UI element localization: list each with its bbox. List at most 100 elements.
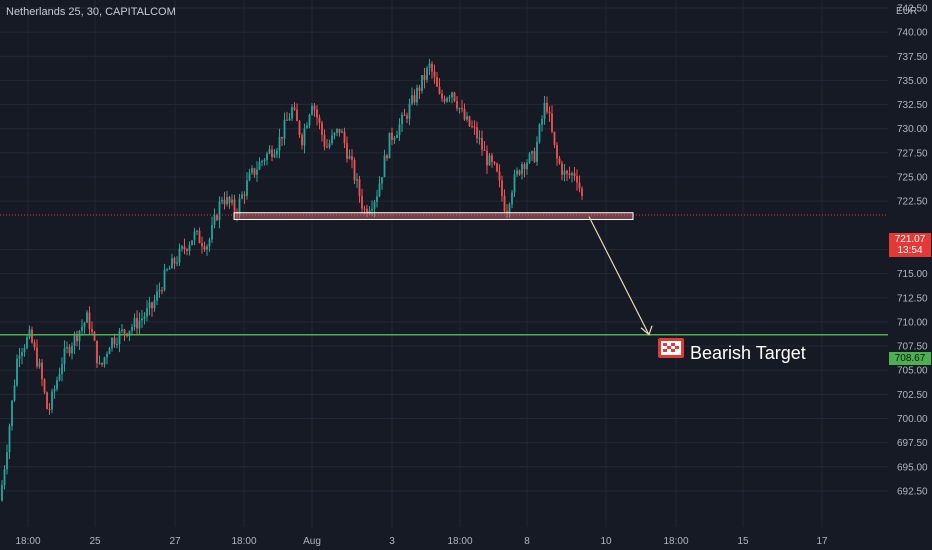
candle-body bbox=[113, 337, 116, 345]
y-tick-label: 735.00 bbox=[897, 76, 928, 87]
candle-body bbox=[568, 173, 571, 176]
resistance-zone bbox=[233, 212, 634, 221]
candle-body bbox=[378, 183, 381, 197]
candle-body bbox=[448, 97, 451, 99]
candle-body bbox=[571, 173, 573, 176]
candle-body bbox=[498, 171, 501, 181]
flag-icon-check bbox=[663, 343, 679, 352]
candle-body bbox=[173, 258, 176, 264]
candle-body bbox=[6, 452, 8, 470]
candle-body bbox=[181, 246, 183, 249]
candle-body bbox=[3, 469, 6, 486]
candle-body bbox=[318, 117, 321, 123]
candle-body bbox=[308, 114, 311, 126]
candle-body bbox=[103, 357, 106, 365]
candle-body bbox=[281, 136, 283, 139]
candle-body bbox=[123, 329, 126, 334]
candle-body bbox=[221, 199, 223, 202]
candle-body bbox=[248, 172, 251, 181]
candle-body bbox=[581, 188, 583, 196]
candle-body bbox=[576, 176, 578, 183]
candle-body bbox=[36, 347, 38, 367]
x-tick-label: 10 bbox=[600, 536, 612, 547]
candle-body bbox=[358, 179, 361, 196]
candle-body bbox=[353, 160, 356, 181]
candle-body bbox=[513, 174, 516, 193]
candle-body bbox=[141, 318, 143, 321]
candle-body bbox=[176, 262, 178, 264]
candle-body bbox=[496, 163, 498, 172]
candle-body bbox=[223, 199, 226, 205]
candle-body bbox=[201, 243, 203, 247]
candle-body bbox=[411, 95, 413, 104]
candle-body bbox=[413, 95, 416, 103]
overlays bbox=[0, 212, 888, 358]
candle-body bbox=[211, 224, 213, 240]
candle-body bbox=[268, 149, 271, 154]
symbol-legend[interactable]: Netherlands 25, 30, CAPITALCOM bbox=[6, 6, 176, 18]
candle-body bbox=[188, 245, 191, 252]
candle-body bbox=[138, 320, 141, 329]
candle-body bbox=[191, 240, 193, 246]
candle-body bbox=[88, 312, 91, 330]
candle-body bbox=[168, 268, 171, 270]
y-tick-label: 700.00 bbox=[897, 414, 928, 425]
candle-body bbox=[76, 333, 78, 342]
candle-body bbox=[166, 269, 168, 271]
y-tick-label: 695.00 bbox=[897, 462, 928, 473]
candle-body bbox=[433, 71, 436, 78]
currency-label: EUR bbox=[896, 6, 917, 17]
candle-body bbox=[11, 400, 13, 427]
candle-body bbox=[461, 108, 463, 110]
projection-arrow bbox=[588, 216, 650, 336]
candle-body bbox=[108, 348, 111, 355]
candle-body bbox=[303, 128, 306, 146]
candle-body bbox=[178, 248, 181, 263]
x-tick-label: 3 bbox=[389, 536, 395, 547]
candle-body bbox=[446, 98, 448, 102]
candle-body bbox=[161, 290, 163, 292]
candle-body bbox=[416, 87, 418, 103]
candle-body bbox=[53, 389, 56, 392]
current-price-value: 721.07 bbox=[894, 234, 926, 245]
candle-body bbox=[443, 98, 446, 102]
candle-body bbox=[213, 215, 216, 225]
candle-body bbox=[28, 329, 31, 338]
candle-body bbox=[561, 163, 563, 175]
candle-body bbox=[451, 92, 453, 98]
candle-body bbox=[246, 180, 248, 196]
y-tick-label: 705.00 bbox=[897, 366, 928, 377]
candle-body bbox=[541, 118, 543, 125]
candle-body bbox=[296, 109, 298, 122]
candle-body bbox=[376, 196, 378, 203]
candle-body bbox=[401, 114, 403, 125]
candle-body bbox=[351, 156, 353, 161]
candle-body bbox=[71, 345, 73, 354]
candle-body bbox=[463, 108, 466, 120]
candle-body bbox=[81, 326, 83, 331]
candle-body bbox=[153, 300, 156, 309]
candle-body bbox=[523, 164, 526, 170]
candle-body bbox=[526, 162, 528, 170]
candle-body bbox=[518, 170, 521, 175]
candle-body bbox=[261, 161, 263, 163]
candle-body bbox=[241, 194, 243, 199]
candle-body bbox=[271, 149, 273, 158]
y-tick-label: 710.00 bbox=[897, 317, 928, 328]
candle-body bbox=[16, 358, 18, 386]
candle-body bbox=[343, 131, 346, 144]
candle-body bbox=[306, 125, 308, 129]
candle-body bbox=[333, 132, 336, 136]
candle-body bbox=[473, 126, 476, 128]
y-tick-label: 732.50 bbox=[897, 100, 928, 111]
candle-body bbox=[291, 107, 293, 119]
y-tick-label: 725.00 bbox=[897, 173, 928, 184]
candle-body bbox=[58, 374, 61, 381]
y-tick-label: 707.50 bbox=[897, 342, 928, 353]
candle-body bbox=[468, 116, 471, 126]
candle-body bbox=[356, 179, 358, 181]
target-annotation-label: Bearish Target bbox=[690, 343, 806, 363]
candle-body bbox=[68, 347, 71, 354]
candle-body bbox=[516, 170, 518, 175]
